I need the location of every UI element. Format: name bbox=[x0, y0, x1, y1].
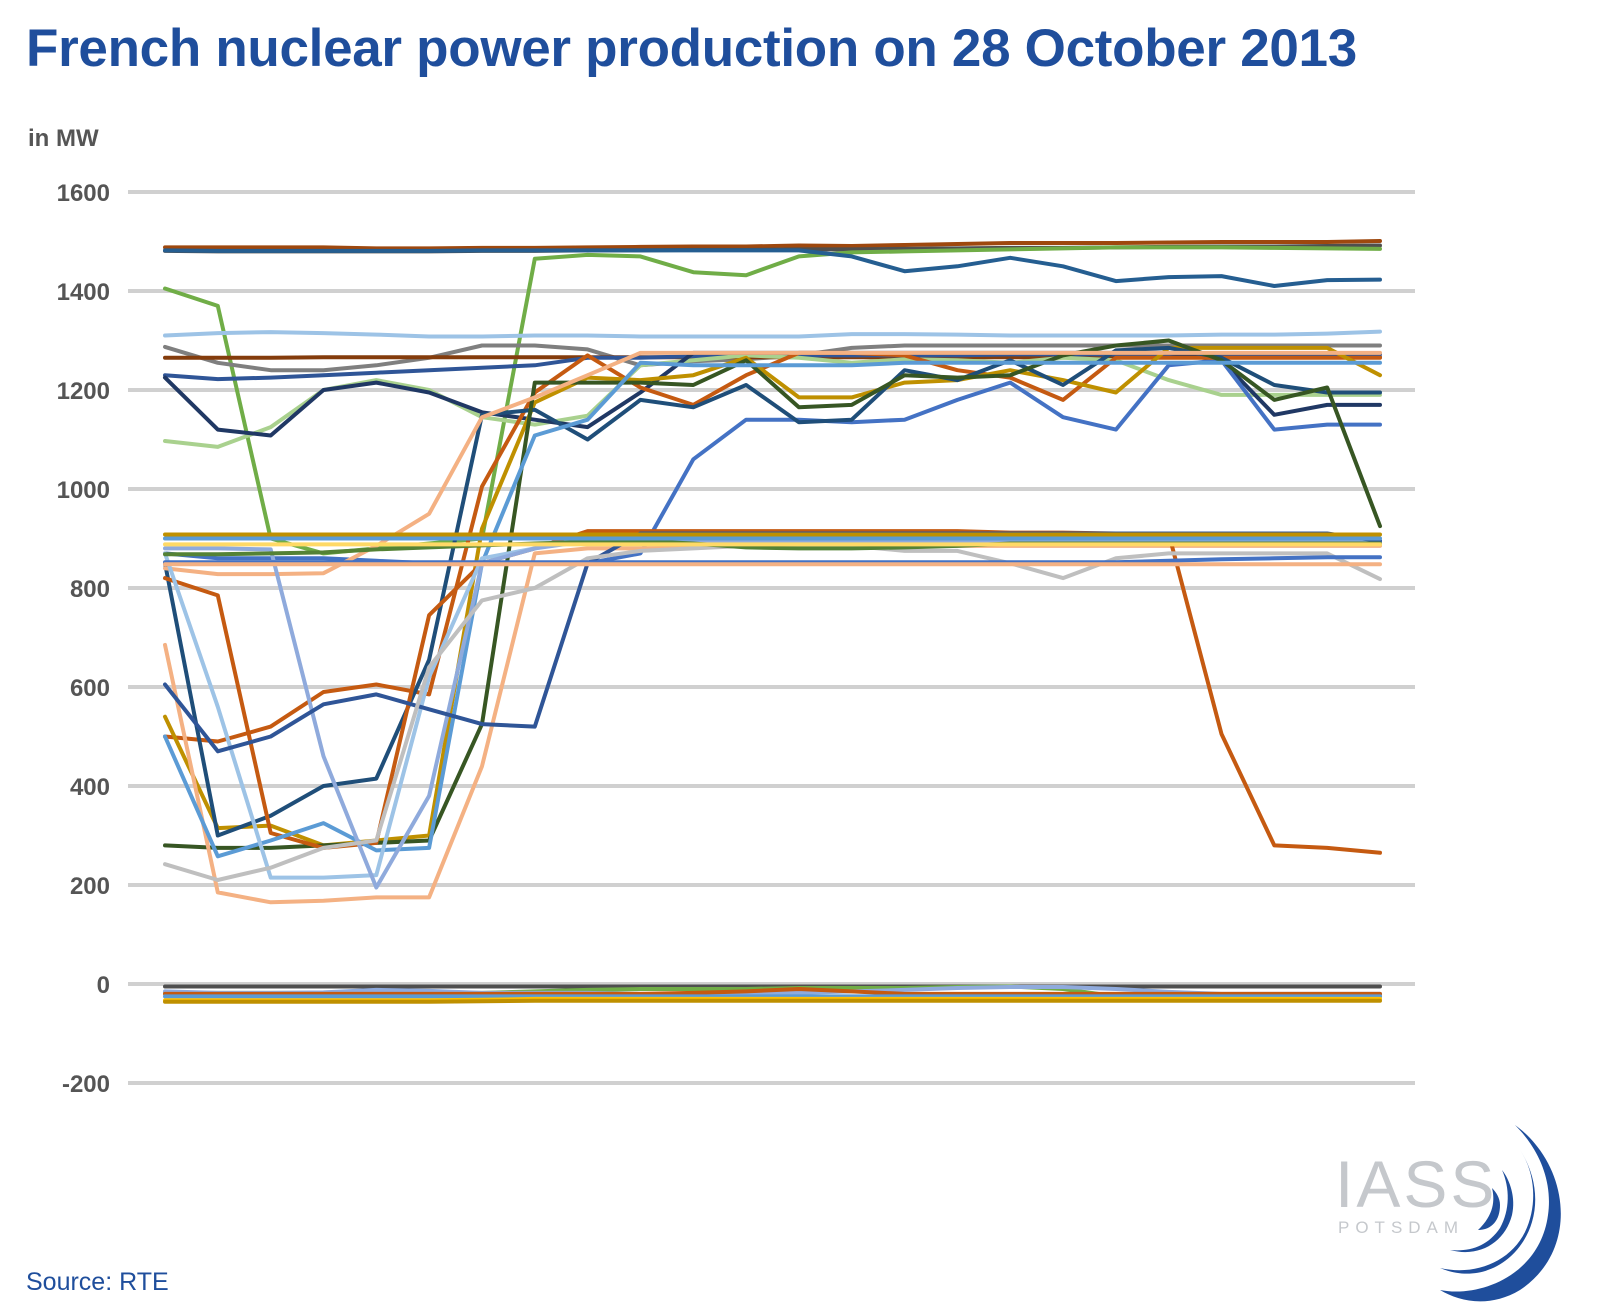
series-line-16 bbox=[163, 543, 1382, 905]
series-line-33 bbox=[163, 987, 1382, 996]
y-tick-label: 400 bbox=[70, 774, 110, 801]
chart-title: French nuclear power production on 28 Oc… bbox=[26, 19, 1357, 78]
series-line-17 bbox=[163, 529, 1382, 855]
y-axis-ticks: 1600 1400 1200 1000 800 600 400 200 0 -200 bbox=[57, 180, 110, 1098]
series-line-36 bbox=[163, 998, 1382, 1004]
iass-logo: IASS POTSDAM bbox=[1335, 1125, 1561, 1302]
y-tick-label: 200 bbox=[70, 873, 110, 900]
y-tick-label: 1200 bbox=[57, 378, 110, 405]
series-line-13 bbox=[163, 345, 1382, 848]
y-tick-label: 1000 bbox=[57, 477, 110, 504]
y-axis-unit-label: in MW bbox=[28, 125, 99, 152]
series-line-21 bbox=[163, 539, 1382, 890]
y-tick-label: 1400 bbox=[57, 279, 110, 306]
series-line-15 bbox=[163, 338, 1382, 850]
series-lines bbox=[163, 239, 1382, 1004]
logo-subtext: POTSDAM bbox=[1338, 1218, 1464, 1237]
y-tick-label: 0 bbox=[97, 972, 110, 999]
logo-swirl-icon bbox=[1440, 1125, 1561, 1302]
series-line-23 bbox=[163, 543, 1382, 882]
series-line-5 bbox=[163, 329, 1382, 339]
y-tick-label: 600 bbox=[70, 675, 110, 702]
series-line-9 bbox=[163, 353, 1382, 449]
y-tick-label: -200 bbox=[62, 1071, 110, 1098]
series-line-14 bbox=[163, 345, 1382, 838]
logo-text: IASS bbox=[1335, 1147, 1497, 1221]
source-note: Source: RTE bbox=[26, 1268, 169, 1296]
series-line-1 bbox=[163, 239, 1382, 251]
y-tick-label: 1600 bbox=[57, 180, 110, 207]
series-line-3 bbox=[163, 245, 1382, 556]
y-tick-label: 800 bbox=[70, 576, 110, 603]
series-line-19 bbox=[163, 360, 1382, 859]
gridlines bbox=[128, 190, 1415, 1085]
series-line-4 bbox=[163, 248, 1382, 288]
